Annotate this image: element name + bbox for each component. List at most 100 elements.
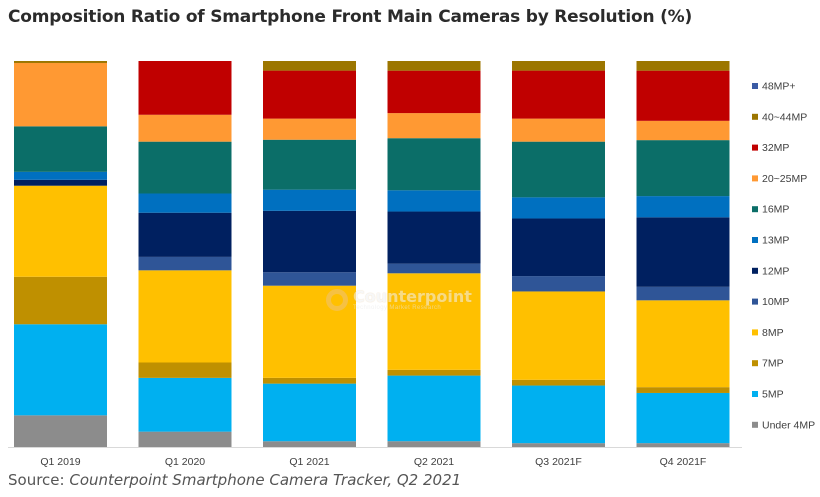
- legend-label: 16MP: [762, 204, 789, 216]
- bar-segment-q2-2021-7mp: [387, 369, 481, 376]
- legend-label: 32MP: [762, 142, 789, 154]
- bar-segment-q1-2020-20-25mp: [138, 114, 232, 142]
- counterpoint-watermark: Counterpoint Technology Market Research: [326, 289, 472, 311]
- bar-segment-q2-2021-16mp: [387, 138, 481, 191]
- bar-segment-q1-2020-8mp: [138, 270, 232, 363]
- bar-segment-q4-2021f-20-25mp: [636, 120, 730, 141]
- bar-segment-q4-2021f-13mp: [636, 196, 730, 218]
- legend-swatch: [752, 175, 758, 182]
- bar-segment-q3-2021f-13mp: [512, 197, 605, 219]
- bar-segment-q1-2021-40-44mp: [263, 61, 356, 71]
- legend-label: 48MP+: [762, 81, 796, 93]
- bar-segment-q2-2021-32mp: [387, 70, 481, 114]
- bar-segment-q1-2020-16mp: [138, 141, 232, 194]
- bar-segment-q1-2019-8mp: [14, 185, 107, 277]
- bar-segment-q4-2021f-12mp: [636, 217, 730, 287]
- bar-segment-q1-2019-20-25mp: [14, 62, 107, 127]
- bar-segment-q1-2020-7mp: [138, 362, 232, 378]
- bar-segment-q2-2021-5mp: [387, 375, 481, 442]
- bar-segment-q3-2021f-16mp: [512, 141, 605, 198]
- bar-segment-q4-2021f-40-44mp: [636, 61, 730, 71]
- legend-swatch: [752, 83, 758, 89]
- bar-segment-q3-2021f-32mp: [512, 70, 605, 119]
- bar-segment-q3-2021f-12mp: [512, 218, 605, 277]
- bar-segment-q1-2020-12mp: [138, 212, 232, 257]
- bar-segment-q1-2020-13mp: [138, 193, 232, 213]
- legend-swatch: [752, 144, 758, 151]
- x-tick-label: Q4 2021F: [660, 456, 707, 468]
- legend-swatch: [752, 113, 758, 120]
- source-note: Source: Counterpoint Smartphone Camera T…: [8, 471, 461, 489]
- bar-segment-q3-2021f-20-25mp: [512, 118, 605, 142]
- bar-segment-q1-2021-16mp: [263, 139, 356, 190]
- bar-segment-q3-2021f-7mp: [512, 379, 605, 386]
- watermark-name: Counterpoint: [353, 287, 472, 306]
- legend-label: 13MP: [762, 235, 789, 247]
- bar-segment-q3-2021f-10mp: [512, 276, 605, 292]
- bar-segment-q1-2019-under-4mp: [14, 415, 107, 447]
- x-tick-label: Q1 2020: [165, 456, 205, 468]
- legend-label: 8MP: [762, 327, 784, 339]
- bar-segment-q1-2019-12mp: [14, 179, 107, 186]
- source-prefix: Source:: [8, 471, 70, 489]
- bar-segment-q1-2020-10mp: [138, 256, 232, 271]
- bar-segment-q4-2021f-10mp: [636, 286, 730, 301]
- legend-label: 20~25MP: [762, 173, 807, 185]
- bar-segment-q1-2019-7mp: [14, 276, 107, 325]
- legend-label: 10MP: [762, 296, 789, 308]
- x-tick-label: Q2 2021: [414, 456, 454, 468]
- bar-segment-q1-2020-5mp: [138, 377, 232, 432]
- x-tick-label: Q3 2021F: [535, 456, 582, 468]
- bar-segment-q3-2021f-40-44mp: [512, 61, 605, 71]
- bar-segment-q2-2021-13mp: [387, 190, 481, 212]
- legend-swatch: [752, 298, 758, 305]
- bar-segment-q1-2021-12mp: [263, 210, 356, 273]
- bar-segment-q4-2021f-7mp: [636, 387, 730, 393]
- bar-segment-q3-2021f-under-4mp: [512, 443, 605, 447]
- bar-segment-q1-2019-5mp: [14, 324, 107, 416]
- bar-segment-q4-2021f-16mp: [636, 140, 730, 197]
- bar-segment-q1-2020-32mp: [138, 61, 232, 115]
- legend-swatch: [752, 329, 758, 336]
- x-tick-label: Q1 2021: [289, 456, 329, 468]
- bar-segment-q2-2021-under-4mp: [387, 441, 481, 447]
- chart-title: Composition Ratio of Smartphone Front Ma…: [8, 7, 693, 27]
- bar-segment-q2-2021-10mp: [387, 263, 481, 274]
- bar-segment-q1-2019-16mp: [14, 126, 107, 172]
- legend-swatch: [752, 421, 758, 428]
- bar-segment-q3-2021f-8mp: [512, 291, 605, 380]
- bar-segment-q1-2021-under-4mp: [263, 441, 356, 447]
- bar-segment-q3-2021f-5mp: [512, 385, 605, 444]
- bar-segment-q4-2021f-32mp: [636, 70, 730, 121]
- legend-swatch: [752, 237, 758, 243]
- bar-segment-q1-2021-20-25mp: [263, 118, 356, 140]
- bar-segment-q1-2021-7mp: [263, 377, 356, 384]
- bar-segment-q4-2021f-5mp: [636, 392, 730, 444]
- legend-swatch: [752, 267, 758, 274]
- legend-label: Under 4MP: [762, 419, 815, 431]
- bar-segment-q1-2020-under-4mp: [138, 431, 232, 447]
- legend-label: 12MP: [762, 265, 789, 277]
- bar-segment-q1-2019-13mp: [14, 171, 107, 180]
- legend-label: 40~44MP: [762, 111, 807, 123]
- legend-swatch: [752, 206, 758, 213]
- legend-label: 7MP: [762, 358, 784, 370]
- bar-segment-q1-2021-10mp: [263, 272, 356, 286]
- legend-swatch: [752, 360, 758, 367]
- counterpoint-logo-icon: [326, 289, 348, 311]
- bar-segment-q1-2021-13mp: [263, 189, 356, 211]
- x-tick-label: Q1 2019: [40, 456, 80, 468]
- bar-segment-q1-2021-5mp: [263, 383, 356, 442]
- legend-swatch: [752, 391, 758, 397]
- bar-segment-q1-2021-32mp: [263, 70, 356, 119]
- bar-segment-q4-2021f-under-4mp: [636, 443, 730, 447]
- bar-segment-q2-2021-40-44mp: [387, 61, 481, 71]
- legend-label: 5MP: [762, 389, 784, 401]
- bar-segment-q2-2021-8mp: [387, 273, 481, 370]
- bar-segment-q2-2021-20-25mp: [387, 113, 481, 139]
- bar-segment-q1-2019-40-44mp: [14, 61, 107, 63]
- watermark-tagline: Technology Market Research: [353, 305, 442, 311]
- bar-segment-q4-2021f-8mp: [636, 300, 730, 388]
- source-text: Counterpoint Smartphone Camera Tracker, …: [69, 471, 462, 489]
